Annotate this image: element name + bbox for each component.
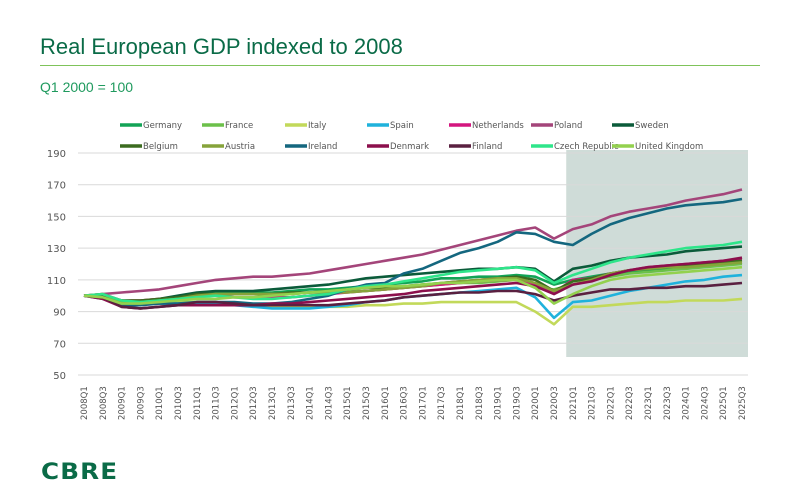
y-tick-label: 70 [53, 339, 66, 350]
x-tick-label: 2022Q3 [625, 386, 635, 420]
legend-label: Netherlands [472, 121, 524, 131]
series-line-united-kingdom [83, 265, 743, 305]
legend-label: Poland [554, 121, 582, 131]
x-tick-label: 2012Q3 [249, 386, 259, 420]
x-tick-label: 2019Q1 [494, 386, 504, 420]
legend-item-belgium: Belgium [120, 142, 178, 152]
x-tick-label: 2016Q3 [400, 386, 410, 420]
x-tick-label: 2013Q3 [287, 386, 297, 420]
legend-item-ireland: Ireland [285, 142, 337, 152]
x-tick-label: 2009Q3 [136, 386, 146, 420]
x-tick-label: 2020Q1 [531, 386, 541, 420]
legend-item-finland: Finland [449, 142, 502, 152]
page-title: Real European GDP indexed to 2008 [40, 34, 403, 59]
x-tick-label: 2018Q3 [475, 386, 485, 420]
x-tick-label: 2011Q3 [212, 386, 222, 420]
legend-item-sweden: Sweden [612, 121, 669, 131]
x-tick-label: 2015Q3 [362, 386, 372, 420]
y-tick-label: 130 [47, 244, 66, 255]
legend-label: Belgium [143, 142, 178, 152]
legend-label: Ireland [308, 142, 337, 152]
x-tick-label: 2024Q1 [682, 386, 692, 420]
legend-label: Germany [143, 121, 182, 131]
legend-label: Finland [472, 142, 502, 152]
x-tick-label: 2017Q1 [418, 386, 428, 420]
series-line-finland [83, 281, 743, 310]
series-line-czech-republic [83, 240, 743, 304]
y-tick-label: 50 [53, 371, 66, 382]
x-tick-label: 2022Q1 [606, 386, 616, 420]
x-tick-label: 2011Q1 [193, 386, 203, 420]
cbre-logo: CBRE [41, 460, 119, 485]
legend-label: United Kingdom [635, 142, 703, 152]
x-tick-label: 2021Q1 [569, 386, 579, 420]
page-subtitle: Q1 2000 = 100 [40, 79, 134, 95]
x-tick-label: 2017Q3 [437, 386, 447, 420]
legend-item-czech-republic: Czech Republic [531, 142, 619, 152]
x-axis-ticks: 2008Q1 2008Q3 2009Q1 2009Q3 2010Q1 2010Q3 2011… [80, 386, 748, 420]
x-tick-label: 2010Q1 [155, 386, 165, 420]
series-line-denmark [83, 256, 743, 310]
y-tick-label: 170 [47, 181, 66, 192]
series-line-poland [83, 188, 743, 297]
title-divider [40, 65, 760, 66]
legend-label: Spain [390, 121, 414, 131]
legend-item-spain: Spain [367, 121, 414, 131]
legend-label: Denmark [390, 142, 429, 152]
legend-label: Italy [308, 121, 326, 131]
x-tick-label: 2012Q1 [230, 386, 240, 420]
x-tick-label: 2014Q1 [306, 386, 316, 420]
x-tick-label: 2025Q3 [738, 386, 748, 420]
legend-item-netherlands: Netherlands [449, 121, 524, 131]
y-tick-label: 110 [47, 276, 66, 287]
x-tick-label: 2023Q3 [663, 386, 673, 420]
x-tick-label: 2019Q3 [512, 386, 522, 420]
legend-item-denmark: Denmark [367, 142, 429, 152]
x-tick-label: 2009Q1 [118, 386, 128, 420]
legend-item-italy: Italy [285, 121, 326, 131]
x-tick-label: 2008Q3 [99, 386, 109, 420]
y-axis-ticks: 50 70 90 110 130 150 170 190 [47, 149, 66, 382]
legend-label: Austria [225, 142, 255, 152]
x-tick-label: 2013Q1 [268, 386, 278, 420]
x-tick-label: 2008Q1 [80, 386, 90, 420]
x-tick-label: 2021Q3 [588, 386, 598, 420]
x-tick-label: 2023Q1 [644, 386, 654, 420]
legend-label: Czech Republic [554, 142, 619, 152]
x-tick-label: 2010Q3 [174, 386, 184, 420]
x-tick-label: 2016Q1 [381, 386, 391, 420]
x-tick-label: 2014Q3 [324, 386, 334, 420]
x-tick-label: 2015Q1 [343, 386, 353, 420]
legend-item-france: France [202, 121, 253, 131]
legend-item-poland: Poland [531, 121, 582, 131]
legend: Germany France Italy Spain Netherlands Poland… [120, 121, 703, 152]
legend-item-united-kingdom: United Kingdom [612, 142, 703, 152]
x-tick-label: 2025Q1 [719, 386, 729, 420]
x-tick-label: 2020Q3 [550, 386, 560, 420]
legend-label: France [225, 121, 253, 131]
y-tick-label: 150 [47, 212, 66, 223]
legend-label: Sweden [635, 121, 669, 131]
legend-item-austria: Austria [202, 142, 255, 152]
x-tick-label: 2024Q3 [700, 386, 710, 420]
y-tick-label: 90 [53, 308, 66, 319]
x-tick-label: 2018Q1 [456, 386, 466, 420]
legend-item-germany: Germany [120, 121, 182, 131]
series-lines [83, 188, 743, 326]
y-tick-label: 190 [47, 149, 66, 160]
